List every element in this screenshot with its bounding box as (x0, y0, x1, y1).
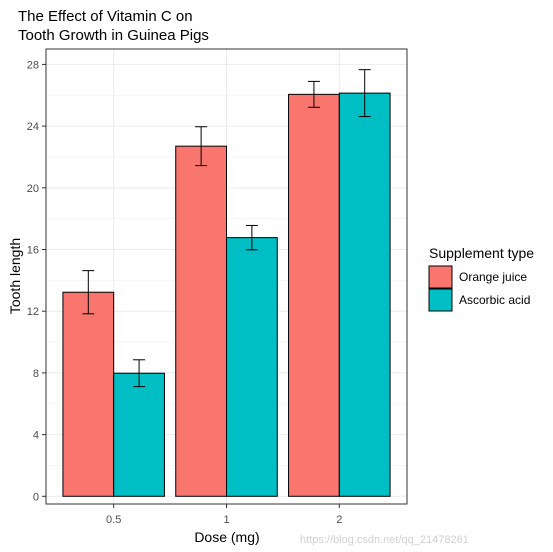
legend: Supplement type Orange juice Ascorbic aci… (428, 245, 534, 312)
y-tick-label: 8 (33, 368, 39, 380)
error-bars (82, 69, 371, 388)
legend-label: Ascorbic acid (459, 293, 530, 307)
y-tick-label: 24 (27, 121, 39, 133)
legend-key (428, 265, 453, 289)
bar (175, 145, 227, 497)
legend-key (428, 288, 453, 312)
x-tick-label: 1 (223, 514, 229, 526)
legend-title: Supplement type (429, 245, 534, 261)
y-axis: 0 4 8 12 16 20 24 28 (27, 59, 46, 503)
x-axis-title: Dose (mg) (194, 529, 259, 545)
y-tick-label: 28 (27, 59, 39, 71)
bars (62, 92, 391, 497)
x-tick-label: 0.5 (106, 514, 121, 526)
watermark-url: https://blog.csdn.net/qq_21478261 (300, 534, 469, 546)
bar (62, 291, 115, 497)
bar (226, 237, 278, 497)
y-tick-label: 20 (27, 183, 39, 195)
x-axis: 0.5 1 2 (106, 504, 342, 526)
title-line-2: Tooth Growth in Guinea Pigs (18, 27, 209, 44)
y-tick-label: 4 (33, 430, 39, 442)
legend-label: Orange juice (459, 270, 527, 284)
title-line-1: The Effect of Vitamin C on (18, 8, 193, 25)
bar (288, 93, 340, 497)
bar (113, 372, 165, 497)
y-tick-label: 12 (27, 306, 39, 318)
x-tick-label: 2 (336, 514, 342, 526)
chart-title: The Effect of Vitamin C on Tooth Growth … (18, 8, 209, 44)
y-tick-label: 0 (33, 491, 39, 503)
y-tick-label: 16 (27, 245, 39, 257)
watermark-text: 知乎 @pythonic生物人 (365, 517, 495, 532)
bar (338, 92, 391, 497)
watermark: 知乎 @pythonic生物人 https://blog.csdn.net/qq… (300, 517, 495, 546)
y-axis-title: Tooth length (7, 238, 23, 314)
